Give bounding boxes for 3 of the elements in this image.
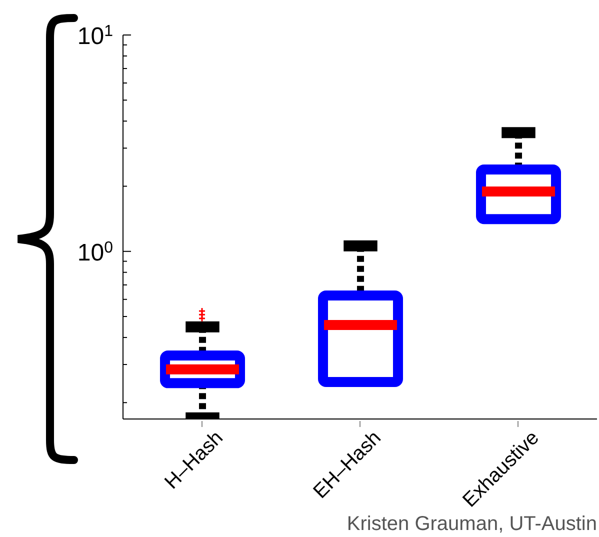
text: Kristen Grauman, UT-Austin xyxy=(346,513,597,536)
y-tick-label: 10$^{0}$ xyxy=(77,238,114,266)
y-tick-label: 10$^{1}$ xyxy=(77,22,114,50)
